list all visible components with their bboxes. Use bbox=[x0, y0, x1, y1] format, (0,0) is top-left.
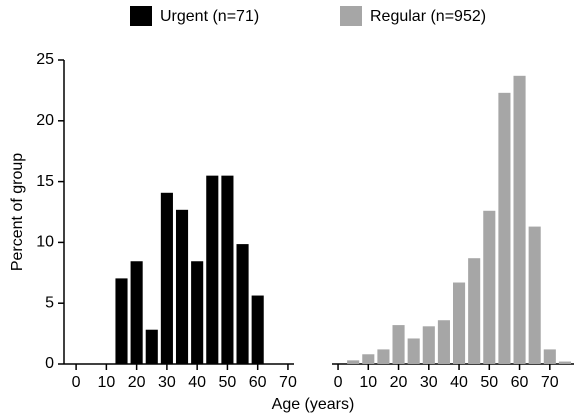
bar bbox=[558, 361, 571, 364]
bar bbox=[498, 92, 511, 364]
bar bbox=[130, 261, 143, 364]
bar bbox=[145, 329, 158, 364]
x-tick-label: 0 bbox=[334, 374, 343, 391]
bar bbox=[347, 360, 360, 364]
bar bbox=[221, 175, 234, 364]
bar bbox=[115, 278, 128, 364]
y-tick-label: 25 bbox=[36, 51, 54, 68]
y-tick-label: 20 bbox=[36, 112, 54, 129]
x-tick-label: 40 bbox=[450, 374, 468, 391]
bar bbox=[483, 210, 496, 364]
y-tick-label: 10 bbox=[36, 234, 54, 251]
y-tick-label: 0 bbox=[45, 355, 54, 372]
bar bbox=[422, 326, 435, 364]
x-tick-label: 30 bbox=[158, 374, 176, 391]
legend-label: Regular (n=952) bbox=[370, 8, 486, 25]
x-tick-label: 0 bbox=[72, 374, 81, 391]
bar bbox=[175, 209, 189, 364]
bar bbox=[251, 295, 264, 364]
legend-swatch bbox=[340, 6, 362, 26]
x-tick-label: 10 bbox=[97, 374, 115, 391]
bar bbox=[191, 261, 204, 364]
x-axis-label: Age (years) bbox=[272, 396, 355, 413]
y-tick-label: 5 bbox=[45, 294, 54, 311]
legend-label: Urgent (n=71) bbox=[160, 8, 259, 25]
bar bbox=[453, 282, 466, 364]
bar bbox=[437, 320, 450, 364]
x-tick-label: 20 bbox=[128, 374, 146, 391]
bar bbox=[160, 192, 173, 364]
bar bbox=[468, 258, 481, 364]
bar bbox=[528, 226, 541, 364]
bar bbox=[392, 325, 405, 364]
y-tick-label: 15 bbox=[36, 173, 54, 190]
bar bbox=[543, 349, 556, 364]
x-tick-label: 30 bbox=[420, 374, 438, 391]
x-tick-label: 10 bbox=[359, 374, 377, 391]
x-tick-label: 40 bbox=[188, 374, 206, 391]
bar bbox=[206, 175, 219, 364]
bar bbox=[407, 338, 420, 364]
bar bbox=[377, 349, 390, 364]
legend-swatch bbox=[130, 6, 152, 26]
x-tick-label: 60 bbox=[249, 374, 267, 391]
x-tick-label: 20 bbox=[390, 374, 408, 391]
y-axis-label: Percent of group bbox=[9, 153, 26, 271]
bar bbox=[236, 244, 249, 364]
x-tick-label: 70 bbox=[279, 374, 297, 391]
x-tick-label: 50 bbox=[219, 374, 237, 391]
bar bbox=[362, 354, 375, 364]
x-tick-label: 60 bbox=[511, 374, 529, 391]
x-tick-label: 70 bbox=[541, 374, 559, 391]
bar bbox=[513, 75, 526, 365]
x-tick-label: 50 bbox=[480, 374, 498, 391]
